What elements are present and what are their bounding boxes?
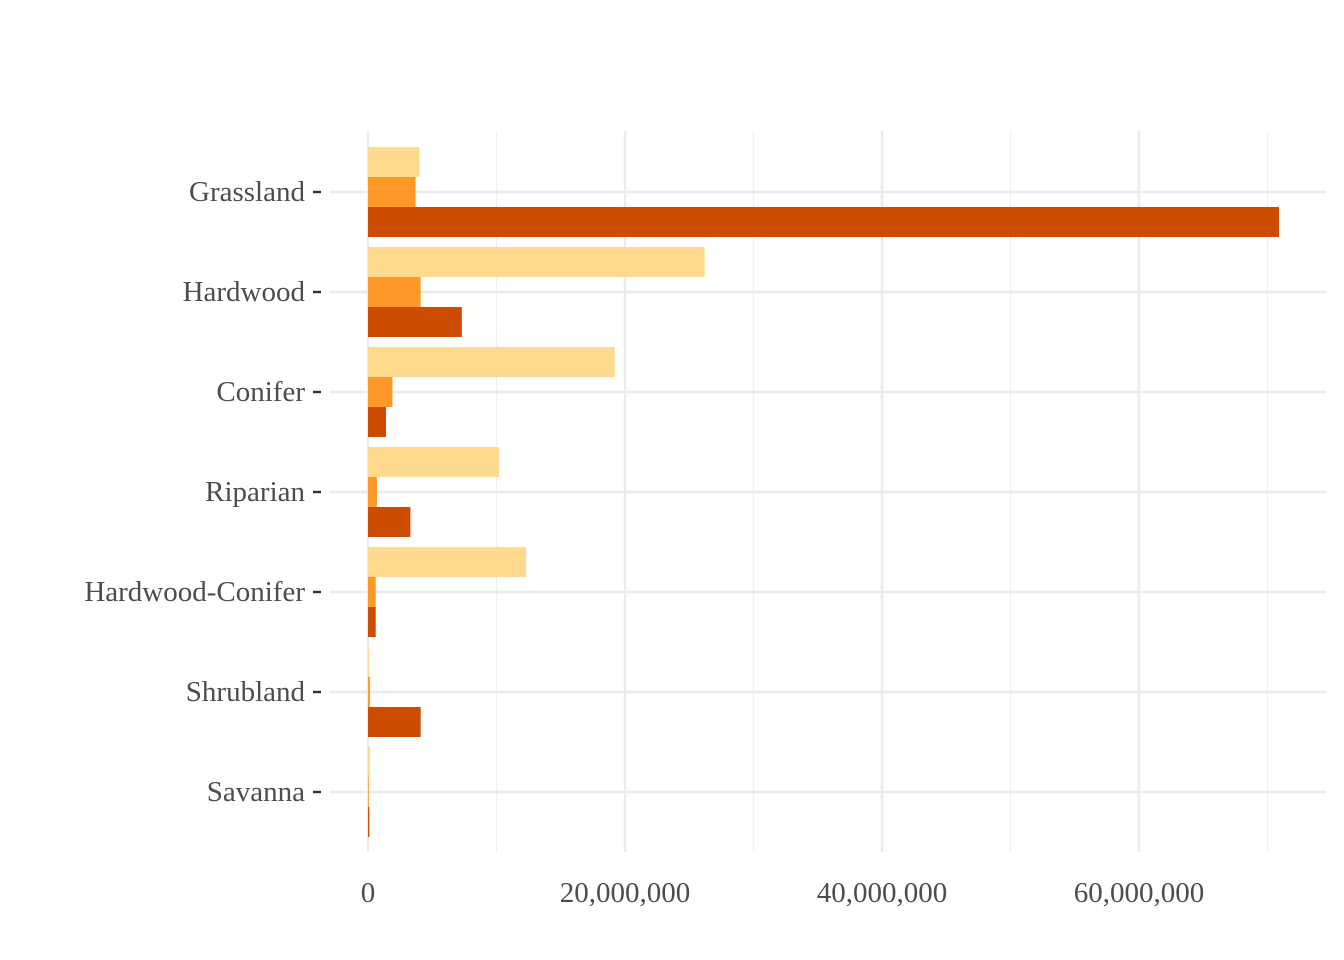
bar-conifer-series-2 [368,377,393,407]
bar-hardwood-conifer-series-2 [368,577,376,607]
x-axis: 0 20,000,000 40,000,000 60,000,000 [361,877,1205,909]
category-label-hardwood: Hardwood [183,276,306,308]
bar-hardwood-conifer-series-3 [368,607,376,637]
bar-shrubland-series-2 [368,677,370,707]
bar-hardwood-series-2 [368,277,421,307]
bar-savanna-series-3 [368,807,370,837]
bar-riparian-series-1 [368,447,500,477]
grid-lines [330,131,1326,852]
bar-savanna-series-1 [368,747,370,777]
category-label-conifer: Conifer [216,376,305,408]
bar-grassland-series-2 [368,177,416,207]
bar-hardwood-conifer-series-1 [368,547,527,577]
x-tick-label: 20,000,000 [560,877,691,909]
category-label-hardwood-conifer: Hardwood-Conifer [84,576,305,608]
x-tick-label: 60,000,000 [1074,877,1205,909]
x-tick-label: 40,000,000 [817,877,948,909]
category-label-shrubland: Shrubland [186,676,306,708]
bar-shrubland-series-1 [368,647,370,677]
bar-hardwood-series-1 [368,247,705,277]
category-label-riparian: Riparian [205,476,305,508]
x-tick-label: 0 [361,877,376,909]
bar-hardwood-series-3 [368,307,462,337]
bar-savanna-series-2 [368,777,369,807]
y-axis: Grassland Hardwood Conifer Riparian Hardwood… [84,176,321,808]
bar-riparian-series-2 [368,477,377,507]
bar-grassland-series-1 [368,147,420,177]
category-label-grassland: Grassland [189,176,305,208]
bar-riparian-series-3 [368,507,411,537]
bar-shrubland-series-3 [368,707,421,737]
category-label-savanna: Savanna [207,776,305,808]
bar-conifer-series-1 [368,347,615,377]
bars [368,147,1280,837]
bar-grassland-series-3 [368,207,1280,237]
bar-conifer-series-3 [368,407,386,437]
